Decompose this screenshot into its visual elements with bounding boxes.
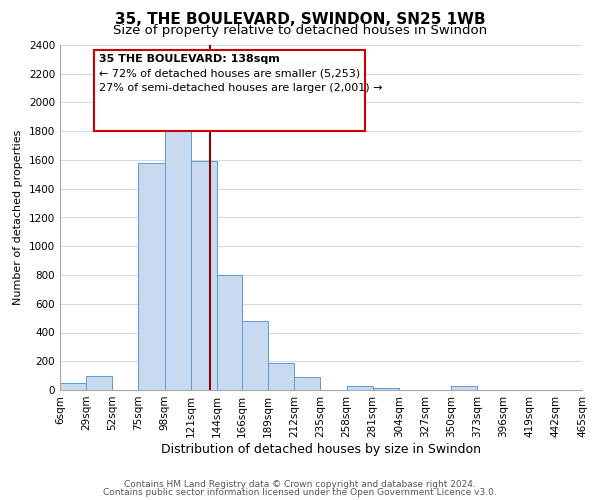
Y-axis label: Number of detached properties: Number of detached properties [13, 130, 23, 305]
Bar [242, 321, 268, 390]
Text: Contains public sector information licensed under the Open Government Licence v3: Contains public sector information licen… [103, 488, 497, 497]
Bar [139, 163, 164, 390]
Bar [451, 386, 478, 390]
Bar [373, 388, 399, 390]
Text: Contains HM Land Registry data © Crown copyright and database right 2024.: Contains HM Land Registry data © Crown c… [124, 480, 476, 489]
Bar [268, 362, 294, 390]
Bar [86, 376, 112, 390]
Text: ← 72% of detached houses are smaller (5,253): ← 72% of detached houses are smaller (5,… [99, 68, 360, 78]
Bar [60, 383, 86, 390]
Text: 35 THE BOULEVARD: 138sqm: 35 THE BOULEVARD: 138sqm [99, 54, 280, 64]
Bar [191, 162, 217, 390]
Text: 35, THE BOULEVARD, SWINDON, SN25 1WB: 35, THE BOULEVARD, SWINDON, SN25 1WB [115, 12, 485, 28]
Bar [347, 386, 373, 390]
FancyBboxPatch shape [94, 50, 365, 131]
Bar [294, 377, 320, 390]
Bar [164, 110, 191, 390]
X-axis label: Distribution of detached houses by size in Swindon: Distribution of detached houses by size … [161, 442, 481, 456]
Bar [217, 275, 242, 390]
Text: Size of property relative to detached houses in Swindon: Size of property relative to detached ho… [113, 24, 487, 37]
Text: 27% of semi-detached houses are larger (2,001) →: 27% of semi-detached houses are larger (… [99, 83, 383, 93]
